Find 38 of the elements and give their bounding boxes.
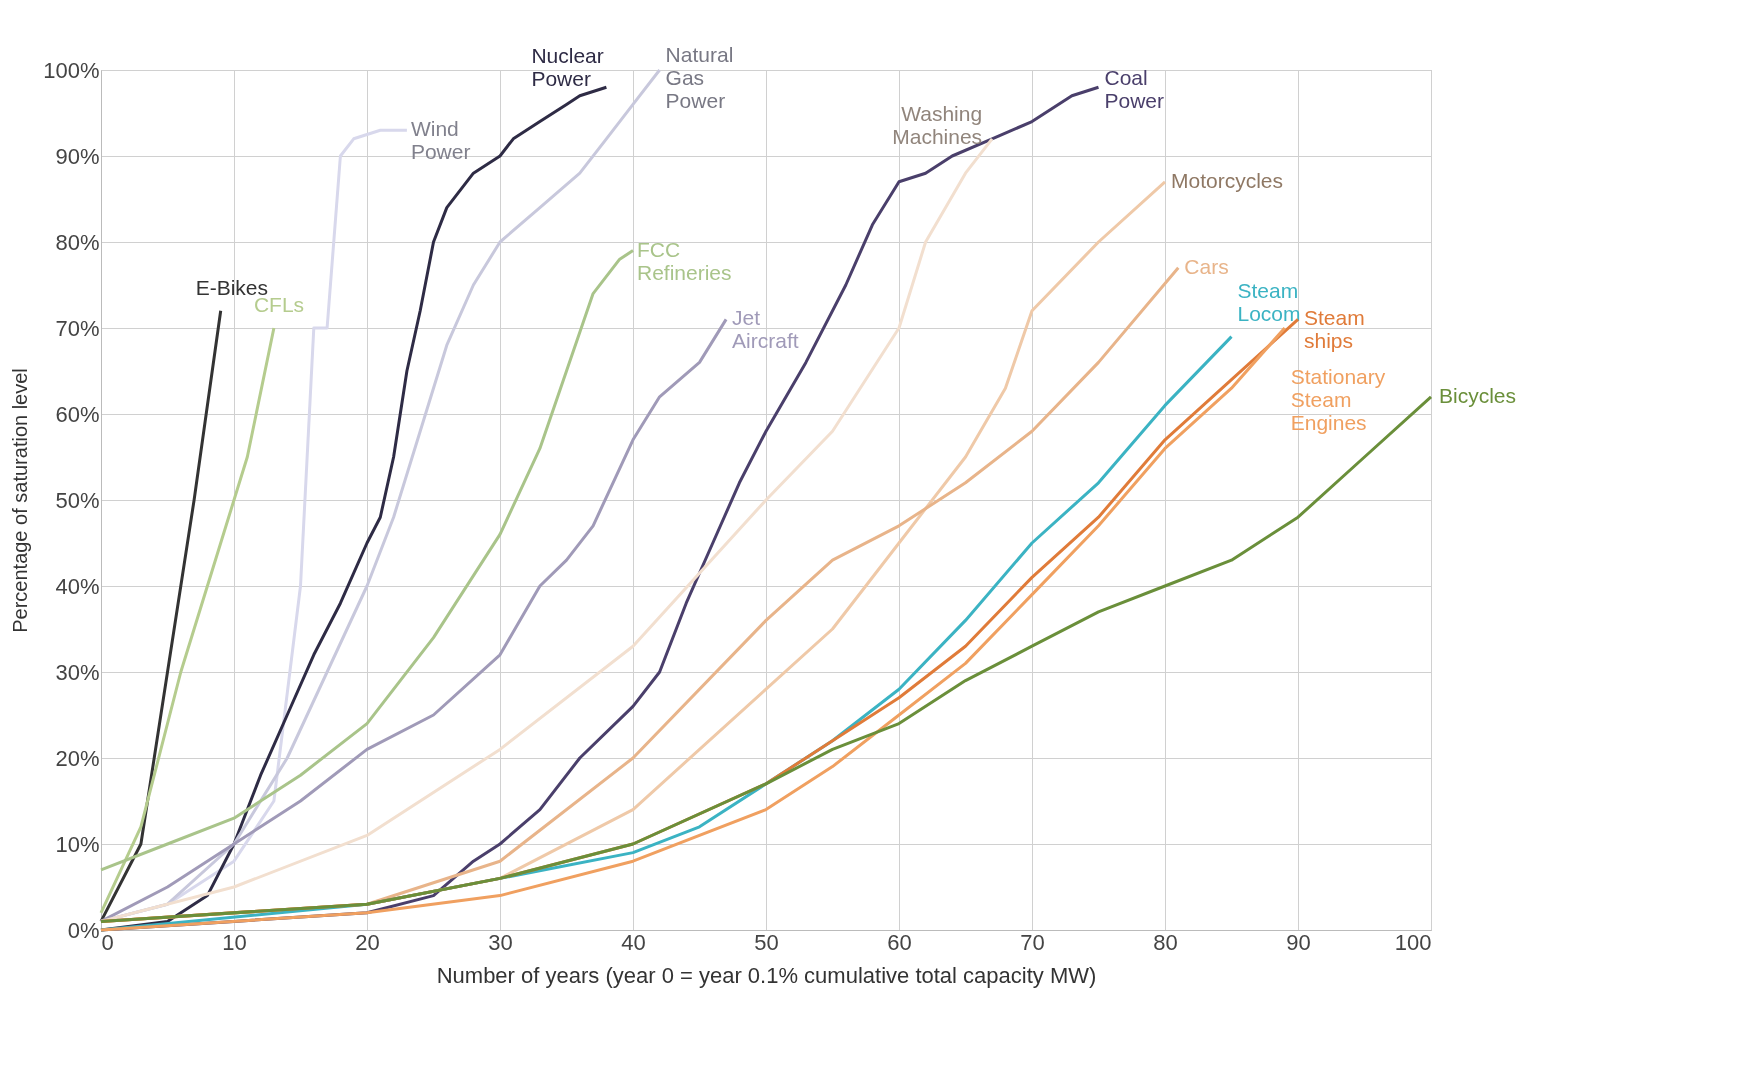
x-tick-label: 0 bbox=[101, 929, 114, 955]
series-label: Steam Locom bbox=[1237, 278, 1301, 325]
series-label: FCC Refineries bbox=[637, 237, 732, 284]
series-label: Jet Aircraft bbox=[732, 306, 799, 353]
y-tick-label: 50% bbox=[55, 487, 100, 513]
x-tick-label: 100 bbox=[1394, 929, 1432, 955]
y-tick-label: 40% bbox=[55, 573, 100, 599]
x-tick-label: 30 bbox=[488, 929, 513, 955]
y-tick-label: 80% bbox=[55, 229, 100, 255]
series-label: Bicycles bbox=[1439, 383, 1517, 407]
y-tick-label: 60% bbox=[55, 401, 100, 427]
series-label: E-Bikes bbox=[195, 275, 269, 299]
x-axis-title: Number of years (year 0 = year 0.1% cumulative total capacity MW) bbox=[436, 962, 1097, 988]
series-label: Washing Machines bbox=[892, 101, 983, 148]
series-label: Wind Power bbox=[410, 117, 471, 164]
x-tick-label: 50 bbox=[754, 929, 779, 955]
x-tick-label: 40 bbox=[621, 929, 646, 955]
y-tick-label: 90% bbox=[55, 143, 100, 169]
series-label: Motorcycles bbox=[1171, 168, 1284, 192]
x-tick-label: 70 bbox=[1020, 929, 1045, 955]
x-tick-label: 20 bbox=[355, 929, 380, 955]
series-label: Nuclear Power bbox=[531, 44, 604, 91]
series-label: Natural Gas Power bbox=[665, 43, 734, 112]
y-tick-label: 30% bbox=[55, 659, 100, 685]
x-tick-label: 10 bbox=[222, 929, 247, 955]
series-label: Coal Power bbox=[1104, 66, 1165, 113]
y-tick-label: 100% bbox=[43, 57, 100, 83]
y-tick-label: 0% bbox=[67, 917, 100, 943]
series-label: Steam ships bbox=[1304, 306, 1365, 353]
y-tick-label: 70% bbox=[55, 315, 100, 341]
x-tick-label: 80 bbox=[1153, 929, 1178, 955]
y-axis-title: Percentage of saturation level bbox=[9, 368, 32, 633]
y-tick-label: 20% bbox=[55, 745, 100, 771]
x-tick-label: 90 bbox=[1286, 929, 1311, 955]
y-tick-label: 10% bbox=[55, 831, 100, 857]
series-label: Stationary Steam Engines bbox=[1290, 365, 1386, 434]
x-tick-label: 60 bbox=[887, 929, 912, 955]
series-label: Cars bbox=[1184, 254, 1229, 278]
